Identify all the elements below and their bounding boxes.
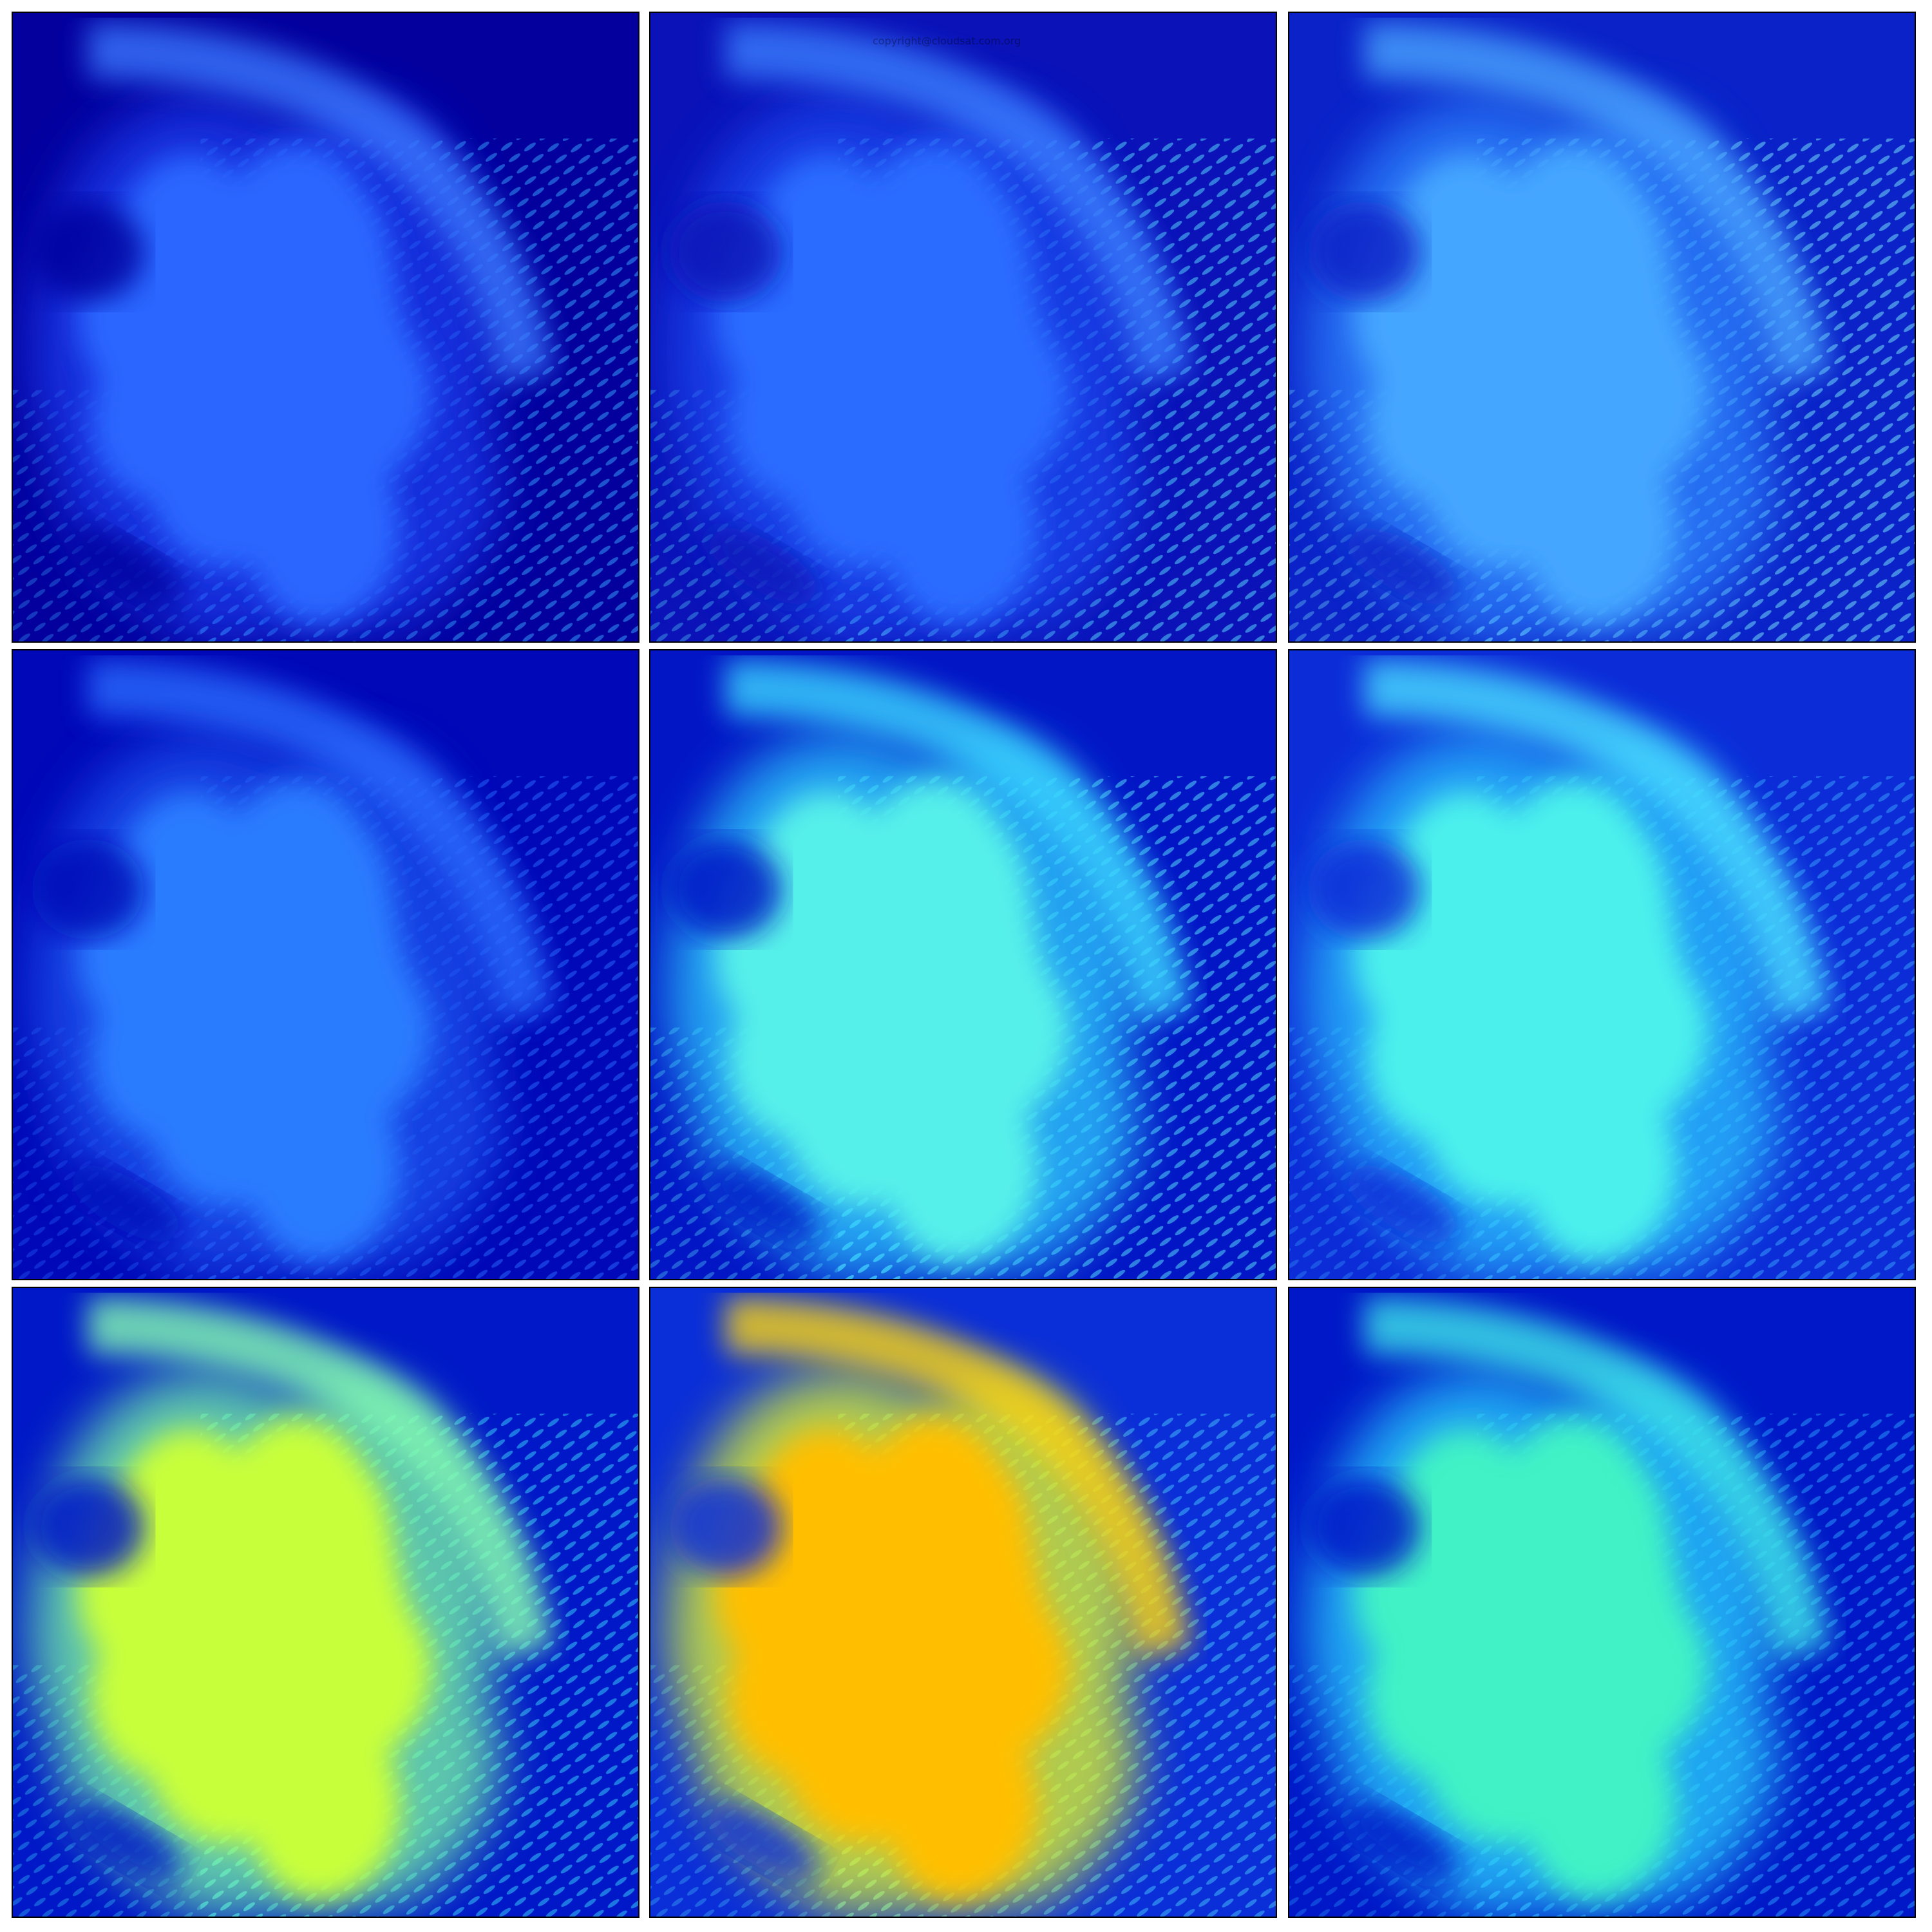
panel-image: [13, 1288, 638, 1917]
panel-image: [1289, 13, 1915, 641]
panel-r3-c3: [1288, 1287, 1916, 1918]
panel-image: [13, 650, 638, 1279]
panel-r3-c1: [12, 1287, 639, 1918]
panel-r2-c1: [12, 649, 639, 1280]
panel-image: [650, 1288, 1276, 1917]
panel-r2-c3: [1288, 649, 1916, 1280]
panel-image: [1289, 650, 1915, 1279]
panel-image: [13, 13, 638, 641]
panel-image: [650, 13, 1276, 641]
panel-r1-c3: [1288, 12, 1916, 643]
panel-image: [1289, 1288, 1915, 1917]
panel-r2-c2: [649, 649, 1277, 1280]
panel-r1-c1: [12, 12, 639, 643]
panel-image: [650, 650, 1276, 1279]
panel-r1-c2: [649, 12, 1277, 643]
watermark-text: copyright@cloudsat.com.org: [873, 35, 1021, 47]
panel-r3-c2: [649, 1287, 1277, 1918]
